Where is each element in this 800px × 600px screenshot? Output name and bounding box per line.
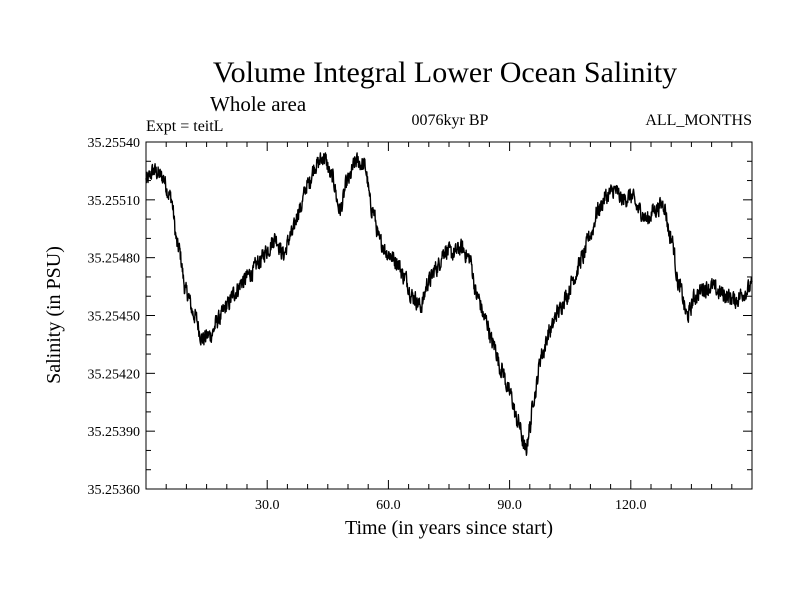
- x-axis-label: Time (in years since start): [345, 517, 553, 539]
- y-tick-label: 35.25420: [88, 367, 141, 382]
- x-tick-label: 60.0: [376, 498, 401, 513]
- series-line-salinity: [145, 152, 753, 456]
- x-tick-label: 30.0: [255, 498, 280, 513]
- y-tick-label: 35.25450: [88, 310, 141, 325]
- x-tick-label: 90.0: [497, 498, 522, 513]
- annotation-left: Expt = teitL: [146, 118, 223, 135]
- y-tick-label: 35.25360: [88, 483, 141, 498]
- x-ticks: 30.0 60.0 90.0 120.0: [145, 142, 753, 513]
- y-axis-label: Salinity (in PSU): [43, 246, 65, 384]
- annotation-right: ALL_MONTHS: [645, 112, 752, 129]
- plot-area: 35.25360 35.25390 35.25420 35.25450 35.25480…: [88, 136, 753, 513]
- y-tick-label: 35.25510: [88, 194, 141, 209]
- y-tick-label: 35.25540: [88, 136, 141, 151]
- x-tick-label: 120.0: [615, 498, 647, 513]
- y-ticks: 35.25360 35.25390 35.25420 35.25450 35.25480…: [88, 136, 752, 498]
- chart-title: Volume Integral Lower Ocean Salinity: [213, 56, 677, 89]
- y-tick-label: 35.25480: [88, 252, 141, 267]
- annotation-center: 0076kyr BP: [412, 112, 489, 129]
- plot-frame: [145, 141, 753, 490]
- chart-subtitle: Whole area: [210, 92, 307, 116]
- y-tick-label: 35.25390: [88, 425, 141, 440]
